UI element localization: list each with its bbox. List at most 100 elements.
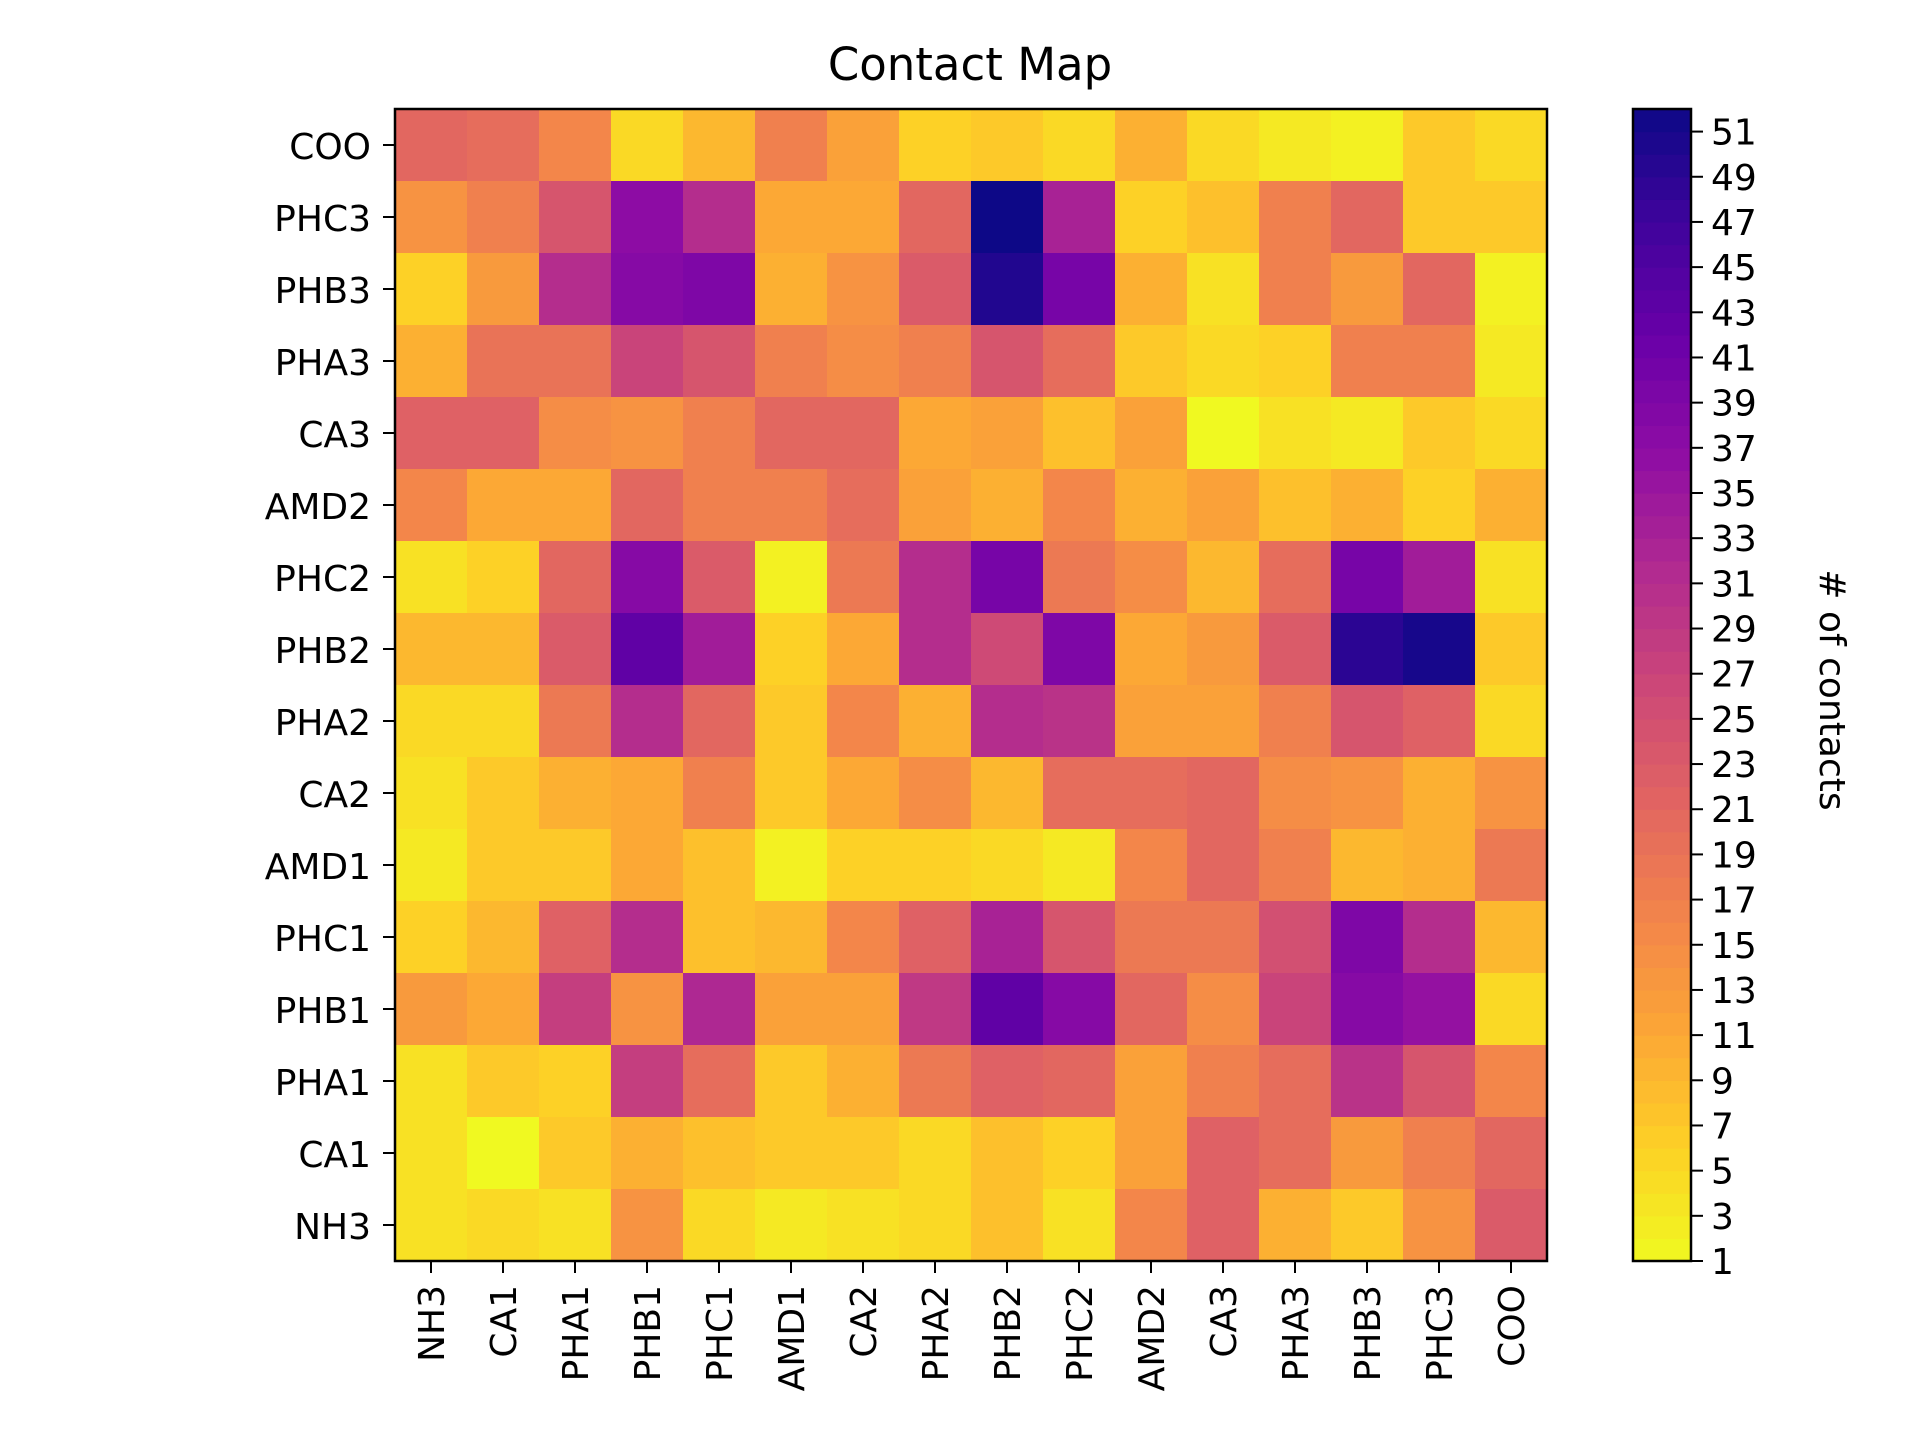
colorbar-segment bbox=[1633, 493, 1691, 517]
heatmap-cell bbox=[1331, 685, 1404, 758]
heatmap-cell bbox=[1043, 685, 1116, 758]
colorbar-segment bbox=[1633, 854, 1691, 878]
heatmap-cell bbox=[1403, 1189, 1476, 1262]
x-tick-label: COO bbox=[1492, 1285, 1533, 1367]
heatmap-cell bbox=[395, 613, 468, 686]
heatmap-cell bbox=[1403, 901, 1476, 974]
heatmap-cell bbox=[1043, 325, 1116, 398]
heatmap-cell bbox=[1187, 1117, 1260, 1190]
heatmap-cell bbox=[1115, 613, 1188, 686]
heatmap-cell bbox=[1403, 469, 1476, 542]
heatmap-cell bbox=[1403, 253, 1476, 326]
heatmap-cell bbox=[467, 541, 540, 614]
heatmap-cell bbox=[1259, 397, 1332, 470]
heatmap-cell bbox=[755, 685, 828, 758]
heatmap-cell bbox=[1475, 325, 1548, 398]
y-tick-label: CA3 bbox=[298, 415, 371, 456]
heatmap-cell bbox=[827, 109, 900, 182]
heatmap-cell bbox=[1259, 613, 1332, 686]
heatmap-cell bbox=[395, 1189, 468, 1262]
heatmap-cell bbox=[755, 829, 828, 902]
heatmap-cell bbox=[899, 109, 972, 182]
heatmap-cell bbox=[899, 541, 972, 614]
heatmap-cell bbox=[1475, 901, 1548, 974]
heatmap-cell bbox=[755, 109, 828, 182]
heatmap-cell bbox=[899, 181, 972, 254]
heatmap-cell bbox=[467, 757, 540, 830]
colorbar-segment bbox=[1633, 109, 1691, 133]
heatmap-cell bbox=[1043, 757, 1116, 830]
heatmap-cell bbox=[1403, 1117, 1476, 1190]
colorbar-tick-label: 41 bbox=[1711, 338, 1757, 379]
heatmap-cell bbox=[1331, 1189, 1404, 1262]
heatmap-cell bbox=[827, 973, 900, 1046]
heatmap-cell bbox=[971, 181, 1044, 254]
heatmap-cell bbox=[539, 253, 612, 326]
heatmap-cell bbox=[1187, 901, 1260, 974]
heatmap-cell bbox=[611, 829, 684, 902]
colorbar-tick-label: 35 bbox=[1711, 474, 1757, 515]
heatmap-cell bbox=[467, 325, 540, 398]
heatmap-cell bbox=[755, 973, 828, 1046]
heatmap-cell bbox=[1259, 541, 1332, 614]
heatmap-cell bbox=[1403, 613, 1476, 686]
heatmap-cell bbox=[683, 1045, 756, 1118]
heatmap-cell bbox=[1331, 613, 1404, 686]
heatmap-cell bbox=[899, 973, 972, 1046]
x-axis: NH3 CA1 PHA1 PHB1 PHC1 AMD1 CA2 PHA2 PHB2 PHC2 AMD… bbox=[412, 1261, 1533, 1391]
heatmap-cell bbox=[1115, 397, 1188, 470]
colorbar-segment bbox=[1633, 922, 1691, 946]
colorbar-segment bbox=[1633, 605, 1691, 630]
colorbar-segment bbox=[1633, 221, 1691, 246]
heatmap-cell bbox=[395, 901, 468, 974]
colorbar-segment bbox=[1633, 357, 1691, 381]
heatmap-cell bbox=[755, 181, 828, 254]
x-tick-label: PHB3 bbox=[1348, 1285, 1389, 1381]
heatmap-cell bbox=[1043, 253, 1116, 326]
colorbar-tick-label: 29 bbox=[1711, 610, 1757, 651]
heatmap-cell bbox=[899, 685, 972, 758]
heatmap-cell bbox=[1475, 541, 1548, 614]
heatmap-cell bbox=[395, 829, 468, 902]
heatmap-cell bbox=[899, 1189, 972, 1262]
heatmap-cell bbox=[683, 109, 756, 182]
heatmap-cell bbox=[1043, 1045, 1116, 1118]
y-tick-label: PHB1 bbox=[275, 991, 371, 1032]
colorbar-segment bbox=[1633, 289, 1691, 313]
colorbar-segment bbox=[1633, 334, 1691, 359]
y-tick-label: PHB2 bbox=[275, 631, 371, 672]
heatmap-cell bbox=[1115, 325, 1188, 398]
colorbar-segment bbox=[1633, 538, 1691, 562]
heatmap-cell bbox=[1043, 973, 1116, 1046]
heatmap-cell bbox=[1331, 1045, 1404, 1118]
heatmap-cell bbox=[899, 1045, 972, 1118]
heatmap-cell bbox=[1187, 685, 1260, 758]
heatmap-cell bbox=[467, 613, 540, 686]
colorbar-tick-label: 23 bbox=[1711, 745, 1757, 786]
colorbar-segment bbox=[1633, 1012, 1691, 1036]
heatmap-cell bbox=[971, 829, 1044, 902]
heatmap-cell bbox=[539, 901, 612, 974]
colorbar-segment bbox=[1633, 244, 1691, 268]
y-tick-label: PHC2 bbox=[274, 559, 371, 600]
heatmap-cell bbox=[755, 397, 828, 470]
colorbar-segment bbox=[1633, 176, 1691, 200]
heatmap-cell bbox=[1115, 469, 1188, 542]
heatmap-cell bbox=[467, 1045, 540, 1118]
colorbar-segment bbox=[1633, 967, 1691, 991]
colorbar-segment bbox=[1633, 1193, 1691, 1217]
heatmap-cell bbox=[1475, 685, 1548, 758]
heatmap-cell bbox=[1331, 901, 1404, 974]
heatmap-cell bbox=[611, 1045, 684, 1118]
heatmap-cell bbox=[899, 469, 972, 542]
heatmap-cell bbox=[1259, 757, 1332, 830]
heatmap-cell bbox=[1475, 181, 1548, 254]
heatmap-cell bbox=[611, 253, 684, 326]
heatmap-cell bbox=[971, 757, 1044, 830]
heatmap-cell bbox=[395, 397, 468, 470]
heatmap-cell bbox=[899, 1117, 972, 1190]
heatmap-cell bbox=[467, 469, 540, 542]
heatmap-cell bbox=[1331, 829, 1404, 902]
heatmap-cell bbox=[539, 829, 612, 902]
colorbar-segment bbox=[1633, 1215, 1691, 1240]
